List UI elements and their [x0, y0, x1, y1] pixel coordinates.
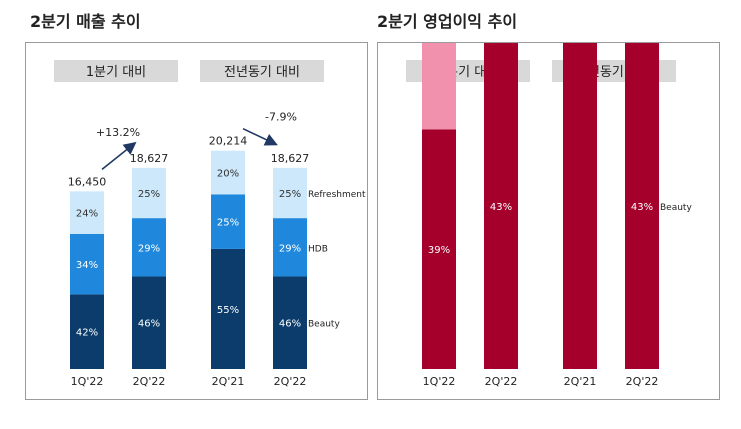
data-label-beauty-2: 43%: [490, 202, 512, 213]
sales-chart-title: 2분기 매출 추이: [30, 12, 141, 31]
total-label-1: 16,450: [68, 175, 107, 188]
group-header-1: 1분기 대비: [86, 65, 146, 80]
data-label-beauty-2: 46%: [138, 319, 160, 330]
bar-segment-hdb-1: [70, 233, 104, 295]
change-arrow-1: [101, 141, 137, 170]
bar-segment-refreshment-3: [211, 150, 245, 195]
data-label-beauty-4: 43%: [631, 202, 653, 213]
bar-segment-hdb-1: [422, 43, 456, 130]
bar-segment-refreshment-4: [273, 167, 307, 219]
bar-segment-hdb-2: [132, 218, 166, 277]
category-label-1: 1Q'22: [423, 375, 456, 388]
data-label-beauty-3: 55%: [217, 305, 239, 316]
bar-segment-refreshment-1: [70, 191, 104, 234]
total-label-3: 20,214: [209, 135, 248, 148]
group-header-bg-2: [200, 60, 324, 82]
bar-segment-hdb-3: [211, 194, 245, 249]
sales-chart: 1분기 대비 전년동기 대비 42% 34% 24% 16,450 1Q'22 46% 29% 2…: [54, 60, 366, 388]
bar-segment-beauty-2: [132, 276, 166, 369]
category-label-1: 1Q'22: [71, 375, 104, 388]
change-label-2: -7.9%: [265, 111, 297, 124]
data-label-hdb-1: 34%: [76, 260, 98, 271]
legend-refreshment: Refreshment: [308, 190, 366, 200]
category-label-3: 2Q'21: [212, 375, 245, 388]
legend-beauty: Beauty: [660, 203, 692, 213]
category-label-4: 2Q'22: [626, 375, 659, 388]
bar-segment-beauty-3: [563, 43, 597, 369]
legend-hdb: HDB: [308, 244, 328, 254]
bar-segment-beauty-1: [70, 294, 104, 369]
bar-segment-beauty-3: [211, 248, 245, 369]
legend-beauty: Beauty: [308, 320, 340, 330]
group-header-bg-1: [54, 60, 178, 82]
sales-chart-panel: 1분기 대비 전년동기 대비 42% 34% 24% 16,450 1Q'22 46% 29% 2…: [25, 42, 368, 400]
data-label-hdb-2: 29%: [138, 243, 160, 254]
data-label-beauty-1: 39%: [428, 245, 450, 256]
bar-segment-beauty-4: [273, 276, 307, 369]
total-label-2: 18,627: [130, 152, 169, 165]
data-label-refreshment-4: 25%: [279, 189, 301, 200]
profit-chart-title: 2분기 영업이익 추이: [377, 12, 518, 31]
bar-segment-refreshment-2: [132, 167, 166, 219]
data-label-refreshment-3: 20%: [217, 169, 239, 180]
category-label-2: 2Q'22: [485, 375, 518, 388]
data-label-refreshment-1: 24%: [76, 209, 98, 220]
change-label-1: +13.2%: [96, 126, 140, 139]
data-label-beauty-1: 42%: [76, 328, 98, 339]
bar-segment-hdb-4: [273, 218, 307, 277]
category-label-2: 2Q'22: [133, 375, 166, 388]
group-header-2: 전년동기 대비: [224, 65, 300, 80]
change-arrow-2: [242, 127, 278, 146]
category-label-4: 2Q'22: [274, 375, 307, 388]
bar-segment-beauty-4: [625, 43, 659, 369]
data-label-refreshment-2: 25%: [138, 189, 160, 200]
bar-segment-beauty-1: [422, 129, 456, 369]
category-label-3: 2Q'21: [564, 375, 597, 388]
data-label-hdb-4: 29%: [279, 243, 301, 254]
data-label-beauty-4: 46%: [279, 319, 301, 330]
data-label-hdb-3: 25%: [217, 218, 239, 229]
bar-segment-beauty-2: [484, 43, 518, 369]
total-label-4: 18,627: [271, 152, 310, 165]
